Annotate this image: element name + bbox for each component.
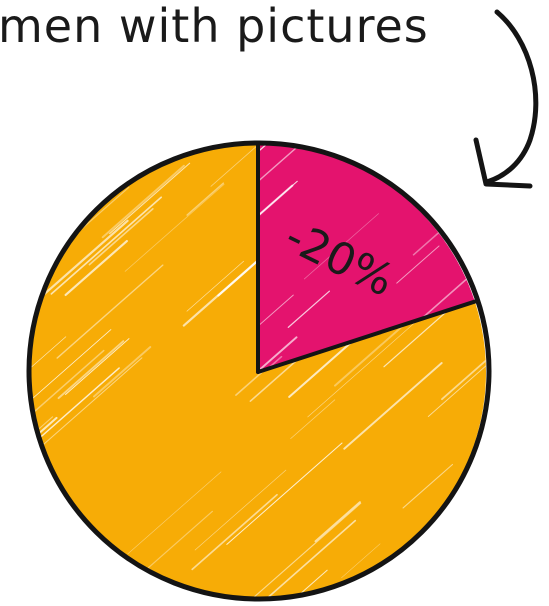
pie-slice-0 <box>258 144 475 372</box>
pie-outline <box>26 140 492 602</box>
slice-divider-1 <box>256 299 477 374</box>
arrow-icon <box>473 9 539 189</box>
chart-caption: men with pictures <box>0 0 429 53</box>
